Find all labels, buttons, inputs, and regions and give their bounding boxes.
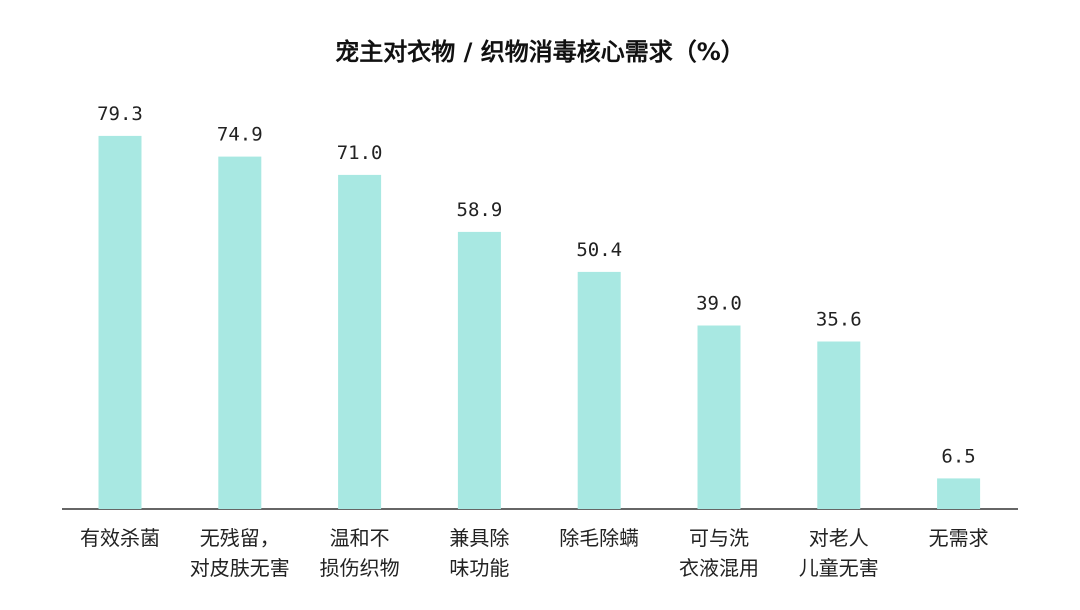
bar-7 [817,341,861,509]
category-label-line: 对老人 [809,526,869,550]
category-label-line: 温和不 [330,526,390,550]
category-label-2: 无残留， 对皮肤无害 [190,526,290,580]
bar-8 [937,478,981,509]
category-label-line: 无残留， [200,526,280,550]
category-label-line: 除毛除螨 [559,526,639,550]
value-label-6: 39.0 [696,293,742,315]
category-label-8: 无需求 [929,526,989,550]
bar-2 [218,156,262,509]
category-label-line: 无需求 [929,526,989,550]
value-label-8: 6.5 [941,445,975,467]
category-label-line: 损伤织物 [320,556,400,580]
category-label-line: 兼具除 [449,526,509,550]
value-label-3: 71.0 [337,142,383,164]
category-label-line: 味功能 [449,556,509,580]
chart-title: 宠主对衣物 / 织物消毒核心需求（%） [335,38,745,66]
value-label-7: 35.6 [816,309,862,331]
bar-6 [697,325,741,509]
value-label-2: 74.9 [217,124,263,146]
bar-3 [338,174,382,509]
category-label-1: 有效杀菌 [80,526,160,550]
value-label-5: 50.4 [576,239,622,261]
value-label-1: 79.3 [97,103,143,125]
category-label-line: 衣液混用 [679,556,759,580]
bar-4 [457,231,501,509]
category-label-4: 兼具除味功能 [449,526,509,580]
category-label-line: 有效杀菌 [80,526,160,550]
bar-1 [98,135,142,509]
category-label-line: 儿童无害 [799,556,879,580]
category-label-5: 除毛除螨 [559,526,639,550]
category-label-7: 对老人儿童无害 [799,526,879,580]
category-label-6: 可与洗衣液混用 [679,526,759,580]
category-label-line: 对皮肤无害 [190,556,290,580]
category-label-line: 可与洗 [689,526,749,550]
value-label-4: 58.9 [457,199,503,221]
category-label-3: 温和不损伤织物 [320,526,400,580]
bar-5 [577,271,621,509]
